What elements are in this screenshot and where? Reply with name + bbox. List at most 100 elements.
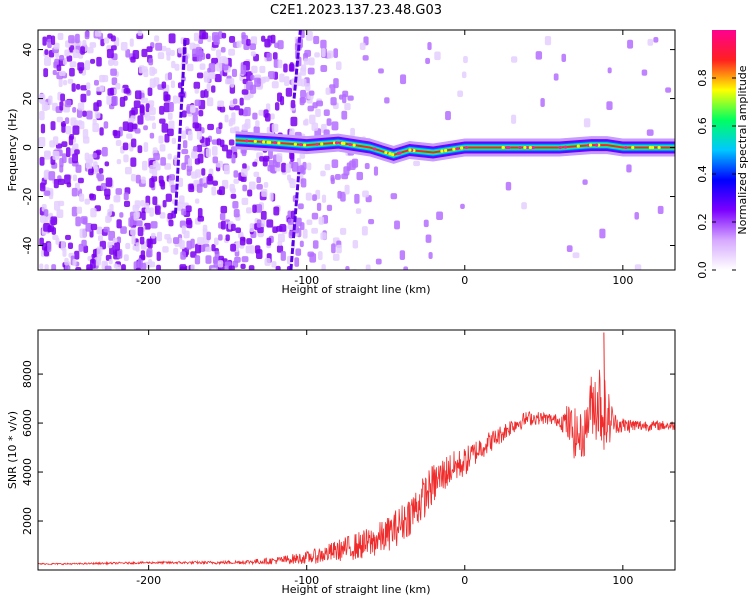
- ridge-hotspot: [631, 145, 635, 150]
- noise-cell: [378, 68, 384, 74]
- noise-cell: [82, 217, 88, 225]
- noise-cell: [110, 45, 117, 51]
- noise-cell: [457, 90, 464, 98]
- noise-cell: [122, 142, 129, 151]
- noise-cell: [505, 181, 512, 191]
- noise-cell: [60, 121, 67, 127]
- noise-cell: [65, 147, 71, 158]
- noise-cell: [130, 173, 137, 182]
- noise-cell: [58, 78, 63, 88]
- noise-cell: [106, 95, 112, 105]
- noise-cell: [165, 94, 171, 101]
- noise-cell: [77, 62, 85, 71]
- snr-xtick-label: -100: [294, 574, 319, 587]
- spectrogram-ytick-label: 40: [21, 43, 34, 57]
- noise-cell: [52, 69, 57, 76]
- noise-cell: [145, 103, 150, 113]
- noise-cell: [302, 228, 308, 239]
- noise-cell: [627, 39, 634, 49]
- noise-cell: [253, 171, 260, 178]
- noise-cell: [219, 212, 226, 221]
- noise-cell: [123, 88, 131, 94]
- noise-cell: [305, 192, 312, 201]
- noise-cell: [323, 109, 330, 117]
- noise-cell: [194, 255, 201, 265]
- ridge-hotspot: [273, 141, 277, 145]
- noise-cell: [463, 55, 468, 64]
- noise-cell: [199, 63, 206, 70]
- ridge-hotspot: [523, 145, 527, 150]
- noise-cell: [361, 226, 368, 236]
- snr-plot-area: [38, 332, 675, 566]
- noise-cell: [205, 148, 211, 158]
- noise-cell: [461, 71, 467, 79]
- noise-cell: [111, 77, 118, 86]
- ridge-hotspot: [531, 145, 535, 150]
- snr-panel: -200 -100 0 100 2000 4000 6000 8000 Height of s…: [6, 329, 676, 596]
- noise-cell: [311, 212, 319, 220]
- noise-cell: [141, 66, 148, 73]
- noise-cell: [276, 245, 284, 253]
- snr-ytick-label: 4000: [21, 458, 34, 486]
- noise-cell: [342, 90, 349, 98]
- noise-cell: [179, 240, 185, 250]
- noise-cell: [50, 121, 56, 131]
- noise-cell: [307, 67, 315, 75]
- noise-cell: [131, 107, 138, 115]
- noise-cell: [305, 83, 311, 91]
- ridge-hotspot: [657, 145, 661, 150]
- noise-cell: [44, 151, 51, 157]
- noise-cell: [167, 153, 172, 160]
- noise-cell: [318, 216, 325, 225]
- noise-cell: [100, 38, 105, 47]
- noise-cell: [321, 194, 327, 203]
- noise-cell: [232, 201, 239, 209]
- noise-cell: [116, 236, 122, 244]
- noise-cell: [185, 205, 192, 213]
- noise-cell: [159, 105, 165, 115]
- noise-cell: [201, 32, 209, 40]
- noise-cell: [66, 182, 72, 188]
- noise-cell: [365, 264, 371, 270]
- noise-cell: [345, 265, 350, 270]
- noise-cell: [335, 61, 342, 70]
- noise-cell: [57, 32, 64, 40]
- noise-cell: [140, 200, 145, 207]
- noise-cell: [268, 71, 275, 80]
- noise-cell: [115, 264, 121, 270]
- noise-cell: [59, 70, 66, 77]
- noise-cell: [122, 121, 129, 132]
- noise-cell: [152, 196, 158, 206]
- noise-cell: [264, 38, 271, 48]
- noise-cell: [277, 40, 284, 50]
- noise-cell: [347, 95, 354, 101]
- noise-cell: [181, 148, 189, 155]
- noise-cell: [53, 179, 59, 189]
- noise-cell: [191, 151, 198, 159]
- noise-cell: [135, 267, 141, 270]
- noise-cell: [336, 244, 342, 254]
- ridge-hotspot: [443, 148, 448, 153]
- noise-cell: [108, 230, 116, 241]
- noise-cell: [315, 108, 321, 117]
- noise-cell: [337, 190, 342, 199]
- noise-cell: [39, 182, 46, 192]
- snr-ytick-label: 2000: [21, 507, 34, 535]
- noise-cell: [84, 198, 90, 205]
- colorbar-ramp: [712, 30, 736, 270]
- noise-cell: [572, 252, 580, 259]
- noise-cell: [80, 93, 87, 103]
- noise-cell: [423, 219, 429, 228]
- noise-cell: [159, 212, 166, 219]
- noise-cell: [202, 224, 208, 233]
- noise-cell: [212, 180, 218, 186]
- noise-cell: [59, 54, 65, 61]
- noise-cell: [242, 163, 247, 170]
- noise-cell: [239, 236, 246, 246]
- noise-cell: [284, 76, 290, 86]
- noise-cell: [177, 201, 184, 212]
- noise-cell: [356, 171, 363, 181]
- noise-cell: [321, 48, 326, 58]
- noise-cell: [240, 168, 248, 177]
- noise-cell: [141, 48, 148, 58]
